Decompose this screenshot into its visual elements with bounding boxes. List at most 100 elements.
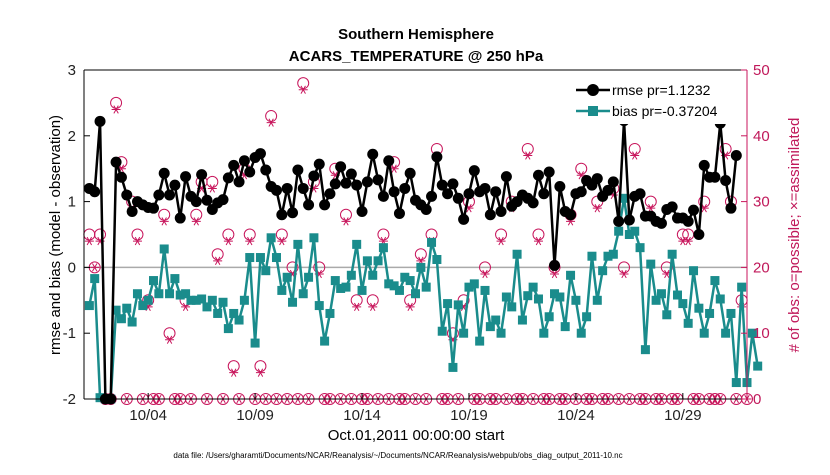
obs-possible-point <box>254 360 267 373</box>
x-tick-label: 10/24 <box>557 407 595 424</box>
rmse-point <box>313 158 325 170</box>
bias-point <box>261 266 271 276</box>
bias-point <box>416 262 426 272</box>
rmse-point <box>436 179 448 191</box>
rmse-point <box>698 159 710 171</box>
y-tick-label-left: 1 <box>68 194 76 211</box>
bias-point <box>330 276 340 286</box>
x-tick-label: 10/09 <box>236 407 274 424</box>
bias-point <box>485 322 495 332</box>
obs-assimilated-point <box>523 151 533 160</box>
bias-point <box>683 318 693 328</box>
bias-point <box>346 270 356 280</box>
bias-point <box>266 233 276 243</box>
obs-possible-point <box>339 208 352 221</box>
obs-assimilated-point <box>90 263 100 272</box>
bias-point <box>218 297 228 307</box>
rmse-point <box>164 189 176 201</box>
obs-possible-point <box>158 208 171 221</box>
bias-point <box>432 255 442 265</box>
obs-assimilated-point <box>533 236 543 246</box>
bias-point <box>368 270 378 280</box>
rmse-point <box>190 196 202 208</box>
obs-possible-point <box>297 77 310 90</box>
rmse-point <box>538 188 550 200</box>
bias-point <box>443 299 453 309</box>
x-axis-label: Oct.01,2011 00:00:00 start <box>328 427 505 444</box>
rmse-point <box>356 205 368 217</box>
bias-point <box>640 345 650 355</box>
obs-assimilated-point <box>132 236 142 246</box>
obs-possible-point <box>83 228 96 241</box>
bias-point <box>255 253 265 263</box>
bias-point <box>710 276 720 286</box>
bias-point <box>656 289 666 299</box>
y-tick-label-right: 10 <box>753 325 770 342</box>
rmse-point <box>372 174 384 186</box>
bias-point <box>747 328 757 338</box>
rmse-point <box>431 151 443 163</box>
bias-point <box>566 270 576 280</box>
obs-possible-point <box>404 294 417 307</box>
bias-point <box>689 266 699 276</box>
obs-assimilated-point <box>84 236 94 246</box>
bias-point <box>181 289 191 299</box>
bias-point <box>213 308 223 318</box>
bias-point <box>635 243 645 253</box>
bias-point <box>667 249 677 259</box>
rmse-point <box>682 215 694 227</box>
bias-point <box>694 303 704 313</box>
bias-point <box>95 393 105 403</box>
rmse-point <box>452 192 464 204</box>
x-tick-label: 10/29 <box>664 407 702 424</box>
bias-point <box>672 290 682 300</box>
y-tick-label-right: 20 <box>753 259 770 276</box>
bias-point <box>90 274 100 284</box>
obs-assimilated-point <box>207 184 217 193</box>
obs-assimilated-point <box>683 236 693 246</box>
bias-point <box>197 294 207 304</box>
obs-possible-point <box>227 360 240 373</box>
rmse-point <box>591 173 603 185</box>
obs-assimilated-point <box>298 85 308 94</box>
rmse-point <box>303 199 315 211</box>
bias-point <box>469 279 479 289</box>
bias-point <box>288 297 298 307</box>
y-tick-label-left: -1 <box>63 325 76 342</box>
rmse-point <box>383 155 395 167</box>
rmse-point <box>217 194 229 206</box>
y-axis-label-right: # of obs: o=possible; ×=assimilated <box>786 118 803 353</box>
obs-possible-point <box>163 327 176 340</box>
obs-possible-point <box>644 195 657 208</box>
bias-point <box>154 289 164 299</box>
bias-point <box>165 289 175 299</box>
obs-possible-point <box>521 142 534 155</box>
bias-point <box>362 256 372 266</box>
bias-point <box>533 294 543 304</box>
obs-possible-point <box>243 228 256 241</box>
rmse-point <box>458 213 470 225</box>
bias-point <box>523 291 533 301</box>
rmse-point <box>340 177 352 189</box>
obs-assimilated-point <box>229 368 239 377</box>
rmse-point <box>377 190 389 202</box>
rmse-point <box>329 178 341 190</box>
bias-point <box>453 300 463 310</box>
bias-point <box>325 308 335 318</box>
y-tick-label-right: 30 <box>753 194 770 211</box>
obs-assimilated-point <box>111 105 121 114</box>
y-tick-label-right: 0 <box>753 391 761 408</box>
obs-possible-point <box>222 228 235 241</box>
bias-point <box>352 239 362 249</box>
obs-possible-point <box>719 142 732 155</box>
bias-point <box>576 328 586 338</box>
bias-point <box>587 251 597 261</box>
bias-point <box>721 328 731 338</box>
bias-point <box>560 322 570 332</box>
obs-possible-point <box>286 261 299 274</box>
rmse-point <box>420 203 432 215</box>
obs-possible-point <box>265 110 278 123</box>
obs-possible-point <box>142 294 155 307</box>
bias-point <box>373 256 383 266</box>
rmse-point <box>532 169 544 181</box>
